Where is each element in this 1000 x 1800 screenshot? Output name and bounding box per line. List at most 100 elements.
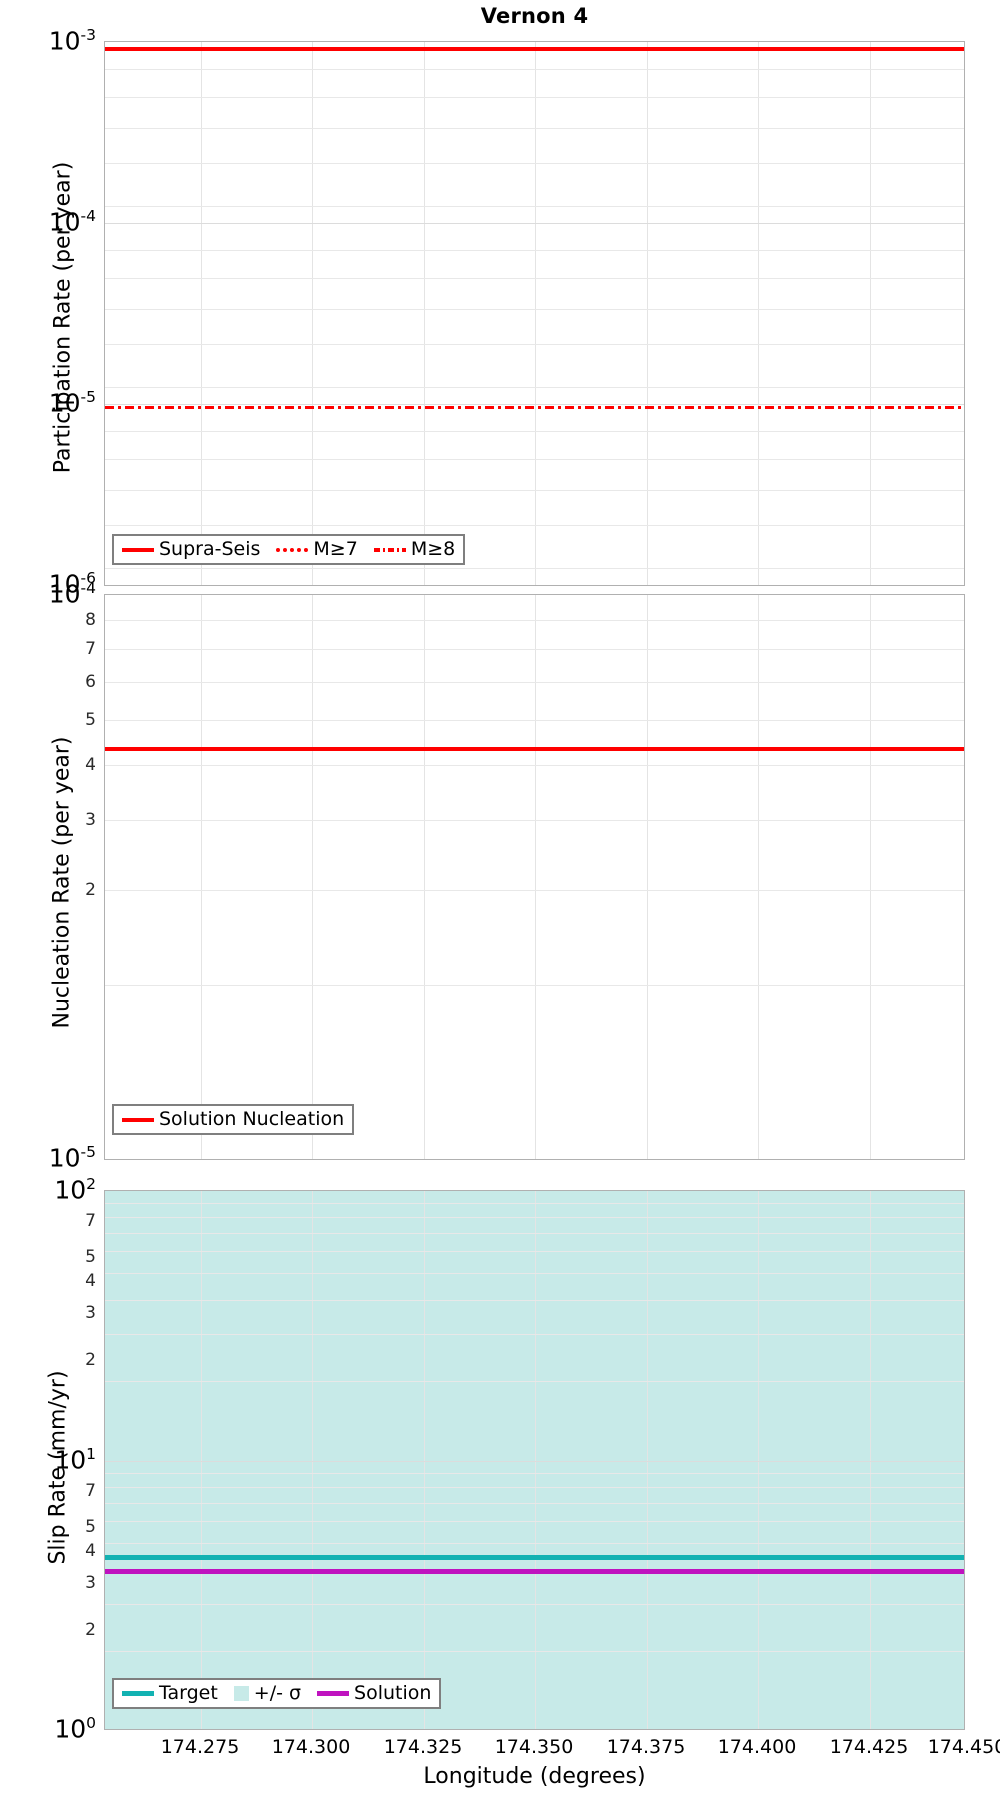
gridline-horizontal — [105, 128, 964, 129]
gridline-horizontal — [105, 890, 964, 891]
gridline-vertical — [424, 595, 425, 1159]
gridline-horizontal — [105, 1604, 964, 1605]
panel2-legend[interactable]: Solution Nucleation — [112, 1104, 355, 1135]
xtick-label: 174.400 — [717, 1736, 797, 1758]
gridline-horizontal — [105, 1203, 964, 1204]
gridline-vertical — [535, 595, 536, 1159]
gridline-horizontal — [105, 568, 964, 569]
gridline-horizontal — [105, 163, 964, 164]
gridline-horizontal — [105, 459, 964, 460]
legend-entry-m-ge-7: M≥7 — [276, 540, 358, 559]
ytick-label: 4 — [85, 755, 96, 775]
gridline-horizontal — [105, 649, 964, 650]
gridline-horizontal — [105, 431, 964, 432]
xtick-label: 174.375 — [606, 1736, 686, 1758]
ytick-label: 2 — [85, 880, 96, 900]
legend-entry-supra-seis: Supra-Seis — [122, 540, 260, 559]
ytick-label: 10-4 — [48, 579, 96, 609]
gridline-vertical — [424, 42, 425, 585]
gridline-horizontal — [105, 1473, 964, 1474]
gridline-horizontal — [105, 1273, 964, 1274]
line-swatch-icon — [122, 547, 154, 552]
gridline-vertical — [758, 1191, 759, 1729]
xtick-label: 174.300 — [271, 1736, 351, 1758]
panel-slip-rate — [104, 1190, 965, 1730]
series-solution-nucleation — [105, 747, 964, 751]
ytick-label: 7 — [85, 1211, 96, 1231]
gridline-vertical — [201, 595, 202, 1159]
ytick-label: 6 — [85, 672, 96, 692]
gridline-horizontal — [105, 1521, 964, 1522]
gridline-horizontal — [105, 490, 964, 491]
ytick-label: 10-5 — [48, 388, 96, 418]
ytick-label: 3 — [85, 810, 96, 830]
gridline-vertical — [758, 42, 759, 585]
gridline-horizontal — [105, 765, 964, 766]
line-swatch-icon — [276, 547, 309, 552]
gridline-horizontal — [105, 1487, 964, 1488]
gridline-horizontal — [105, 985, 964, 986]
patch-swatch-icon — [233, 1686, 249, 1701]
ytick-label: 10-4 — [48, 207, 96, 237]
xtick-label: 174.325 — [383, 1736, 463, 1758]
ytick-label: 7 — [85, 639, 96, 659]
gridline-horizontal — [105, 720, 964, 721]
ytick-label: 100 — [54, 1714, 96, 1744]
legend-entry-sigma: +/- σ — [233, 1684, 301, 1703]
gridline-vertical — [312, 1191, 313, 1729]
gridline-horizontal — [105, 820, 964, 821]
gridline-horizontal — [105, 278, 964, 279]
ytick-label: 10-6 — [48, 569, 96, 599]
gridline-horizontal — [105, 309, 964, 310]
series-m-ge-7 — [105, 48, 964, 51]
xtick-label: 174.350 — [494, 1736, 574, 1758]
xtick-label: 174.275 — [160, 1736, 240, 1758]
ytick-label: 5 — [85, 1517, 96, 1537]
gridline-horizontal — [105, 97, 964, 98]
series-sigma-band — [105, 1191, 964, 1729]
ytick-label: 5 — [85, 710, 96, 730]
legend-entry-target: Target — [122, 1684, 218, 1703]
gridline-vertical — [647, 42, 648, 585]
gridline-horizontal-major — [105, 223, 964, 224]
gridline-vertical — [201, 1191, 202, 1729]
x-axis-label: Longitude (degrees) — [423, 1764, 646, 1789]
legend-entry-solution-nucleation: Solution Nucleation — [122, 1110, 344, 1129]
gridline-horizontal — [105, 1334, 964, 1335]
panel3-legend[interactable]: Target +/- σ Solution — [112, 1678, 442, 1709]
legend-entry-solution: Solution — [317, 1684, 431, 1703]
gridline-vertical — [312, 42, 313, 585]
line-swatch-icon — [122, 1117, 154, 1122]
ytick-label: 8 — [85, 610, 96, 630]
ytick-label: 4 — [85, 1541, 96, 1561]
gridline-horizontal — [105, 620, 964, 621]
line-swatch-icon — [122, 1691, 154, 1696]
gridline-horizontal — [105, 525, 964, 526]
gridline-horizontal — [105, 1251, 964, 1252]
ytick-label: 2 — [85, 1350, 96, 1370]
xtick-label: 174.425 — [829, 1736, 909, 1758]
gridline-horizontal — [105, 387, 964, 388]
ytick-label: 3 — [85, 1573, 96, 1593]
gridline-horizontal-major — [105, 404, 964, 405]
ytick-label: 2 — [85, 1620, 96, 1640]
panel1-legend[interactable]: Supra-Seis M≥7 M≥8 — [112, 534, 466, 565]
gridline-horizontal — [105, 682, 964, 683]
gridline-vertical — [647, 1191, 648, 1729]
gridline-horizontal — [105, 1543, 964, 1544]
gridline-vertical — [535, 42, 536, 585]
gridline-horizontal — [105, 1381, 964, 1382]
series-m-ge-8 — [105, 406, 964, 409]
ytick-label: 102 — [54, 1175, 96, 1205]
panel-participation-rate — [104, 41, 965, 586]
gridline-horizontal — [105, 1651, 964, 1652]
panel1-y-axis-label: Participation Rate (per year) — [50, 161, 76, 474]
ytick-label: 3 — [85, 1303, 96, 1323]
gridline-horizontal — [105, 344, 964, 345]
gridline-horizontal-major — [105, 1461, 964, 1462]
gridline-vertical — [312, 595, 313, 1159]
panel-nucleation-rate — [104, 594, 965, 1160]
gridline-horizontal — [105, 250, 964, 251]
ytick-label: 10-3 — [48, 26, 96, 56]
